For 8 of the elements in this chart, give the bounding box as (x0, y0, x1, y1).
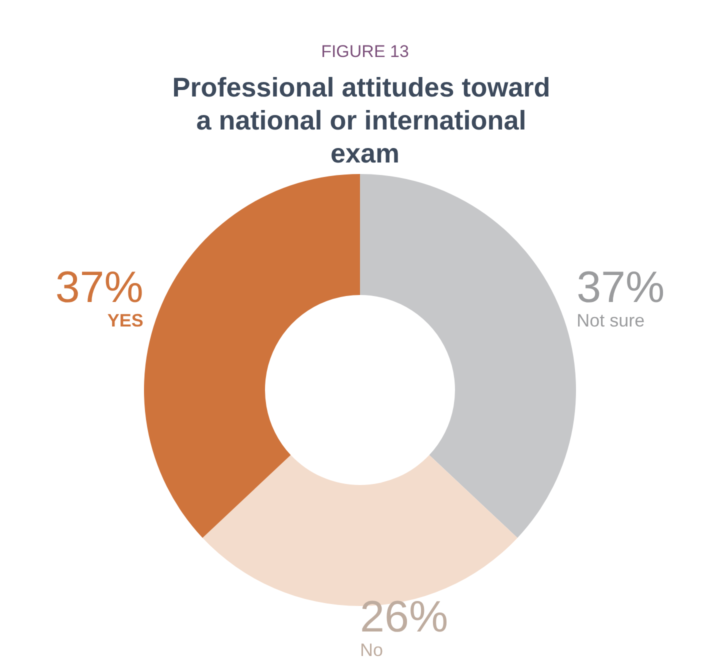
data-label: 26% (360, 592, 448, 642)
chart-title: Professional attitudes toward a national or international exam (172, 72, 558, 168)
data-label: 37% (55, 262, 144, 312)
slice-label: YES (107, 310, 144, 330)
chart-subtitle: FIGURE 13 (321, 42, 409, 61)
slice-label: Not sure (576, 310, 645, 330)
slice-label: No (360, 640, 384, 660)
data-label: 37% (576, 262, 665, 312)
